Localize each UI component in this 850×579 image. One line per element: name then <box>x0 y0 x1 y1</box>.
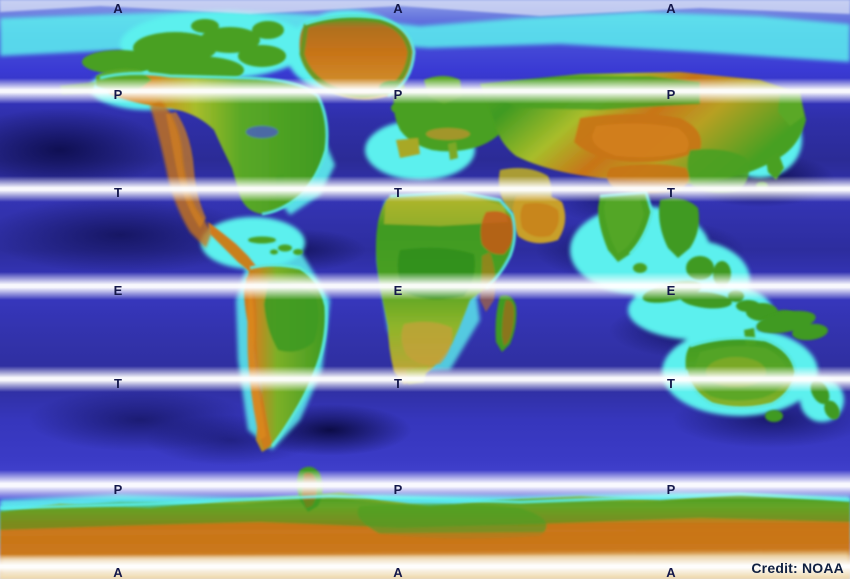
lat-label-equator-col2: E <box>393 283 403 298</box>
lat-label-arctic-circle-col2: A <box>393 1 403 16</box>
lat-label-south-polar-col3: P <box>666 482 676 497</box>
lat-label-north-polar-col2: P <box>393 87 403 102</box>
lat-label-north-polar-col3: P <box>666 87 676 102</box>
lat-label-tropic-of-capricorn-col3: T <box>667 376 675 391</box>
lat-label-south-polar-col2: P <box>393 482 403 497</box>
arctic-landmass <box>0 0 850 16</box>
central-america <box>208 222 303 272</box>
lat-label-north-polar-col1: P <box>113 87 123 102</box>
new-guinea <box>756 310 828 341</box>
lat-label-antarctic-circle-col2: A <box>393 565 403 579</box>
lat-label-tropic-of-cancer-col3: T <box>667 185 675 200</box>
lat-label-antarctic-circle-col1: A <box>113 565 123 579</box>
lat-label-equator-col3: E <box>666 283 676 298</box>
south-america <box>244 265 327 452</box>
lat-label-tropic-of-capricorn-col1: T <box>114 376 122 391</box>
antarctica <box>0 466 850 579</box>
lat-label-south-polar-col1: P <box>113 482 123 497</box>
credit-text: Credit: NOAA <box>751 560 844 576</box>
lat-label-antarctic-circle-col3: A <box>666 565 676 579</box>
lat-label-arctic-circle-col1: A <box>113 1 123 16</box>
madagascar <box>495 295 517 352</box>
lat-label-tropic-of-capricorn-col2: T <box>394 376 402 391</box>
arabian-peninsula <box>512 194 566 244</box>
lat-label-equator-col1: E <box>113 283 123 298</box>
lat-label-arctic-circle-col3: A <box>666 1 676 16</box>
india <box>598 192 652 273</box>
lat-label-tropic-of-cancer-col1: T <box>114 185 122 200</box>
lat-label-tropic-of-cancer-col2: T <box>394 185 402 200</box>
